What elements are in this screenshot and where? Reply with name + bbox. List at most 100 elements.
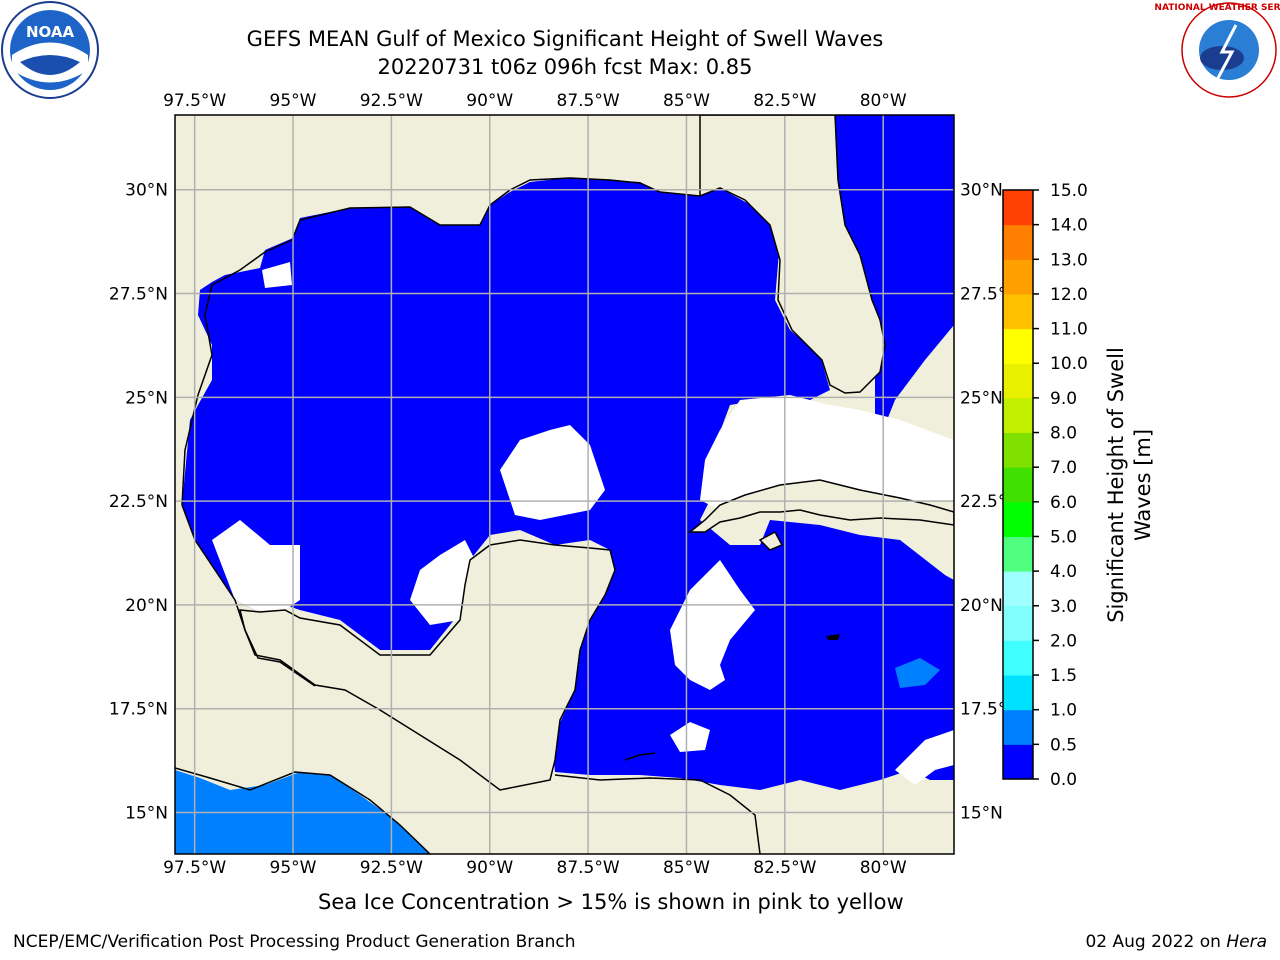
lon-label-top: 80°W <box>860 91 907 111</box>
colorbar-segment <box>1003 397 1033 434</box>
nws-logo: NATIONAL WEATHER SERVICE <box>1154 2 1280 98</box>
colorbar-tick-label: 14.0 <box>1050 216 1088 236</box>
lon-label-bottom: 80°W <box>860 858 907 878</box>
colorbar-segment <box>1003 432 1033 468</box>
no-data-patch <box>262 262 292 288</box>
map-area <box>175 115 954 854</box>
footer-branch: NCEP/EMC/Verification Post Processing Pr… <box>13 932 576 952</box>
chart-title: GEFS MEAN Gulf of Mexico Significant Hei… <box>246 27 884 51</box>
lat-labels-left: 30°N 27.5°N 25°N 22.5°N 20°N 17.5°N 15°N <box>109 181 168 824</box>
gridlines <box>175 115 954 854</box>
noaa-logo: NOAA <box>1 1 99 99</box>
footer-date: 02 Aug 2022 on Hera <box>1085 932 1267 952</box>
coastline <box>175 767 431 854</box>
coastline <box>181 504 316 687</box>
lat-label-right: 25°N <box>960 388 1003 408</box>
lon-label-top: 87.5°W <box>557 91 620 111</box>
no-data-patch <box>895 730 954 785</box>
no-data-patch <box>700 395 954 510</box>
colorbar-tick-label: 6.0 <box>1050 493 1077 513</box>
yucatan-land <box>239 539 616 791</box>
lon-label-bottom: 87.5°W <box>557 858 620 878</box>
lat-label-left: 30°N <box>125 181 168 201</box>
colorbar-segment <box>1003 605 1033 641</box>
colorbar-tick-label: 12.0 <box>1050 285 1088 305</box>
island <box>758 530 784 551</box>
colorbar-tick-label: 2.0 <box>1050 631 1077 651</box>
colorbar-tick-label: 10.0 <box>1050 354 1088 374</box>
colorbar-tick-label: 9.0 <box>1050 389 1077 409</box>
lon-label-bottom: 97.5°W <box>163 858 226 878</box>
no-data-patch <box>410 540 475 625</box>
lon-label-top: 85°W <box>663 91 710 111</box>
lat-label-left: 27.5°N <box>109 285 168 305</box>
colorbar-segment <box>1003 675 1033 711</box>
lon-label-bottom: 95°W <box>270 858 317 878</box>
lat-label-left: 20°N <box>125 596 168 616</box>
no-data-patch <box>500 425 605 520</box>
nws-logo-text: NATIONAL WEATHER SERVICE <box>1154 3 1280 13</box>
colorbar-frame <box>1002 189 1034 780</box>
colorbar-segment <box>1003 571 1033 607</box>
sea-ice-note: Sea Ice Concentration > 15% is shown in … <box>318 890 904 914</box>
colorbar-segment <box>1003 744 1033 780</box>
lon-label-bottom: 90°W <box>466 858 513 878</box>
colorbar-segment <box>1003 363 1033 399</box>
chart-subtitle: 20220731 t06z 096h fcst Max: 0.85 <box>377 55 753 79</box>
colorbar-segment <box>1003 467 1033 503</box>
florida-land <box>699 115 886 394</box>
lon-label-top: 90°W <box>466 91 513 111</box>
colorbar-label-line1: Significant Height of Swell <box>1104 347 1128 623</box>
coastline <box>181 177 701 506</box>
colorbar-tick-label: 1.0 <box>1050 701 1077 721</box>
swell-0.5-1.0-region <box>895 658 940 688</box>
colorbar-tick-label: 13.0 <box>1050 250 1088 270</box>
no-data-patch <box>212 520 300 610</box>
lon-label-top: 97.5°W <box>163 91 226 111</box>
colorbar-label-line2: Waves [m] <box>1131 429 1155 541</box>
lat-label-left: 22.5°N <box>109 492 168 512</box>
colorbar-tick-label: 3.0 <box>1050 597 1077 617</box>
colorbar-tick-label: 4.0 <box>1050 562 1077 582</box>
lat-label-right: 30°N <box>960 181 1003 201</box>
lon-label-top: 82.5°W <box>753 91 816 111</box>
lat-label-left: 17.5°N <box>109 700 168 720</box>
noaa-logo-text: NOAA <box>26 23 75 41</box>
colorbar-segment <box>1003 501 1033 537</box>
colorbar-segment <box>1003 328 1033 364</box>
island <box>826 634 840 640</box>
island <box>624 752 656 761</box>
no-data-patch <box>670 560 755 690</box>
colorbar-tick-label: 5.0 <box>1050 527 1077 547</box>
atlantic-swell-region <box>835 115 954 425</box>
colorbar-segment <box>1003 709 1033 745</box>
colorbar-tick-label: 7.0 <box>1050 458 1077 478</box>
lat-label-right: 15°N <box>960 803 1003 823</box>
colorbar-segment <box>1003 224 1033 260</box>
lat-label-left: 15°N <box>125 803 168 823</box>
map-frame <box>174 114 955 855</box>
colorbar-tick-label: 15.0 <box>1050 181 1088 201</box>
colorbar-tick-label: 0.0 <box>1050 770 1077 790</box>
colorbar-segment <box>1003 536 1033 572</box>
colorbar-segment <box>1003 293 1033 330</box>
colorbar-tick-label: 8.0 <box>1050 424 1077 444</box>
lat-label-left: 25°N <box>125 388 168 408</box>
footer-date-text: 02 Aug 2022 on <box>1085 932 1227 952</box>
colorbar-segment <box>1003 640 1033 676</box>
no-data-patch <box>670 722 710 752</box>
colorbar-tick-label: 0.5 <box>1050 735 1077 755</box>
colorbar-tick-label: 11.0 <box>1050 320 1088 340</box>
lon-label-top: 92.5°W <box>360 91 423 111</box>
colorbar: 0.0 0.5 1.0 1.5 2.0 3.0 4.0 5.0 6.0 7.0 8.0 9.0 10.0… <box>1002 181 1088 790</box>
colorbar-segment <box>1003 259 1033 295</box>
colorbar-segment <box>1003 190 1033 226</box>
lon-labels-top: 97.5°W 95°W 92.5°W 90°W 87.5°W 85°W 82.5°W 80°W <box>163 91 907 111</box>
lon-label-bottom: 92.5°W <box>360 858 423 878</box>
lat-label-right: 20°N <box>960 596 1003 616</box>
colorbar-tick-label: 1.5 <box>1050 666 1077 686</box>
coastline <box>554 774 761 854</box>
lon-label-bottom: 82.5°W <box>753 858 816 878</box>
footer-host: Hera <box>1226 932 1267 952</box>
